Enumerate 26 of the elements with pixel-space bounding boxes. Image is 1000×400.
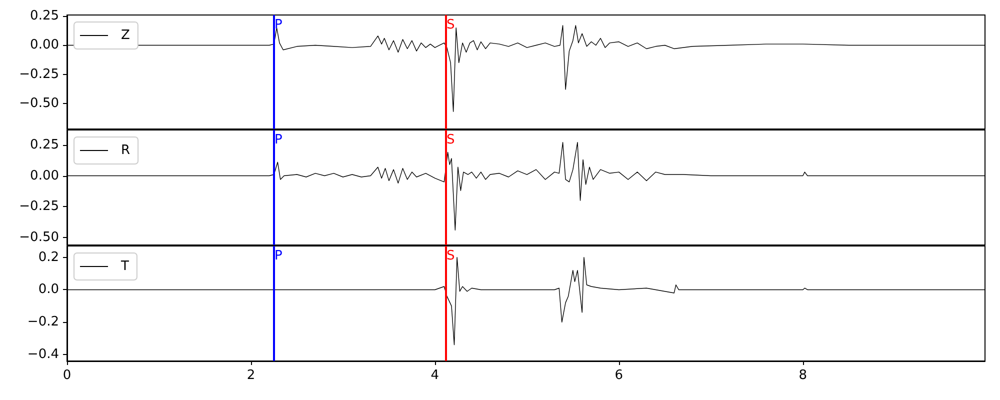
ref-line-label: S xyxy=(446,248,455,264)
x-tick-label: 4 xyxy=(430,368,440,383)
y-tick-label: −0.25 xyxy=(19,66,59,82)
y-tick-label: 0.25 xyxy=(30,137,59,152)
y-tick-label: 0.0 xyxy=(38,282,59,298)
y-tick-label: −0.2 xyxy=(27,314,59,330)
legend-label: T xyxy=(120,259,129,274)
y-tick-label: −0.4 xyxy=(27,347,59,362)
ref-line-label: P xyxy=(274,132,282,148)
x-tick-label: 6 xyxy=(614,368,624,383)
x-tick-label: 8 xyxy=(798,368,808,383)
ref-line-label: S xyxy=(446,18,455,32)
y-tick-label: −0.50 xyxy=(19,230,59,246)
y-tick-label: −0.25 xyxy=(19,199,59,214)
x-tick-label: 0 xyxy=(62,368,72,383)
legend-label: Z xyxy=(121,28,130,43)
y-tick-label: −0.50 xyxy=(19,96,59,111)
x-tick-label: 2 xyxy=(246,368,256,383)
ref-line-label: P xyxy=(274,18,282,32)
ref-line-label: S xyxy=(446,132,455,148)
legend-label: R xyxy=(121,143,130,158)
y-tick-label: 0.00 xyxy=(30,168,59,184)
y-tick-label: 0.00 xyxy=(30,38,59,53)
ref-line-label: P xyxy=(274,248,282,264)
y-tick-label: 0.2 xyxy=(38,250,59,265)
y-tick-label: 0.25 xyxy=(30,8,59,24)
